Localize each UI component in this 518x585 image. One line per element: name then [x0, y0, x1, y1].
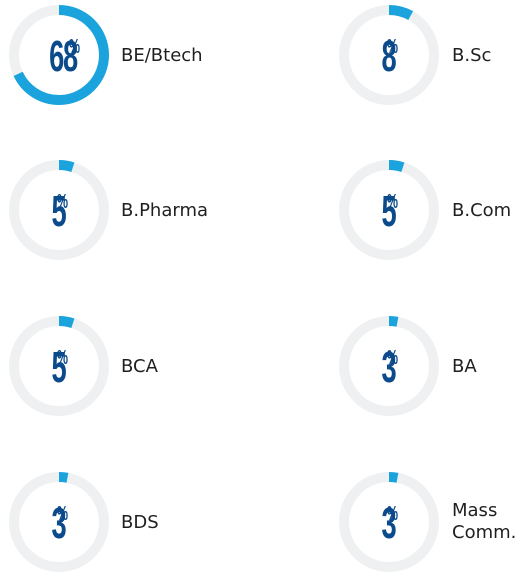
donut-value-arc — [9, 5, 109, 105]
donut-value-arc — [9, 316, 109, 416]
donut-item: 3% Mass Comm. — [337, 470, 518, 580]
donut-ring — [9, 472, 109, 572]
donut-value-arc — [339, 472, 439, 572]
donut-value-arc — [339, 160, 439, 260]
percent-sign: % — [57, 347, 69, 369]
category-label: BA — [452, 356, 477, 377]
percent-sign: % — [57, 503, 69, 525]
category-label: B.Sc — [452, 45, 492, 66]
donut-item: 5% BCA — [7, 314, 267, 424]
donut-item: 5% B.Pharma — [7, 158, 267, 268]
donut-value-arc — [9, 160, 109, 260]
percentage-value: 3% — [334, 502, 444, 546]
percentage-number: 3 — [381, 343, 396, 392]
donut-ring — [9, 5, 109, 105]
donut-value-arc — [339, 316, 439, 416]
category-label: Mass Comm. — [452, 500, 517, 543]
percent-sign: % — [387, 347, 399, 369]
donut-ring — [9, 160, 109, 260]
percent-sign: % — [68, 36, 80, 58]
percentage-value: 3% — [334, 346, 444, 390]
percent-sign: % — [387, 191, 399, 213]
percentage-value: 68% — [4, 35, 114, 79]
percentage-number: 3 — [381, 499, 396, 548]
category-label: BE/Btech — [121, 45, 203, 66]
category-label: BCA — [121, 356, 158, 377]
donut-item: 68% BE/Btech — [7, 3, 267, 113]
percentage-number: 3 — [51, 499, 66, 548]
percentage-value: 3% — [4, 502, 114, 546]
percent-sign: % — [387, 503, 399, 525]
percent-sign: % — [387, 36, 399, 58]
category-label: B.Pharma — [121, 200, 209, 221]
percentage-number: 5 — [51, 343, 66, 392]
category-label: BDS — [121, 512, 159, 533]
donut-ring — [339, 160, 439, 260]
percentage-value: 5% — [4, 190, 114, 234]
donut-item: 3% BA — [337, 314, 518, 424]
donut-ring — [339, 5, 439, 105]
percentage-number: 8 — [381, 32, 396, 81]
category-label: B.Com — [452, 200, 512, 221]
percentage-number: 5 — [381, 187, 396, 236]
percent-sign: % — [57, 191, 69, 213]
percentage-value: 5% — [4, 346, 114, 390]
donut-ring — [339, 472, 439, 572]
donut-value-arc — [339, 5, 439, 105]
percentage-number: 5 — [51, 187, 66, 236]
donut-item: 5% B.Com — [337, 158, 518, 268]
donut-ring — [339, 316, 439, 416]
percentage-value: 8% — [334, 35, 444, 79]
percentage-number: 68 — [48, 32, 78, 81]
donut-value-arc — [9, 472, 109, 572]
donut-item: 8% B.Sc — [337, 3, 518, 113]
percentage-value: 5% — [334, 190, 444, 234]
donut-item: 3% BDS — [7, 470, 267, 580]
donut-ring — [9, 316, 109, 416]
